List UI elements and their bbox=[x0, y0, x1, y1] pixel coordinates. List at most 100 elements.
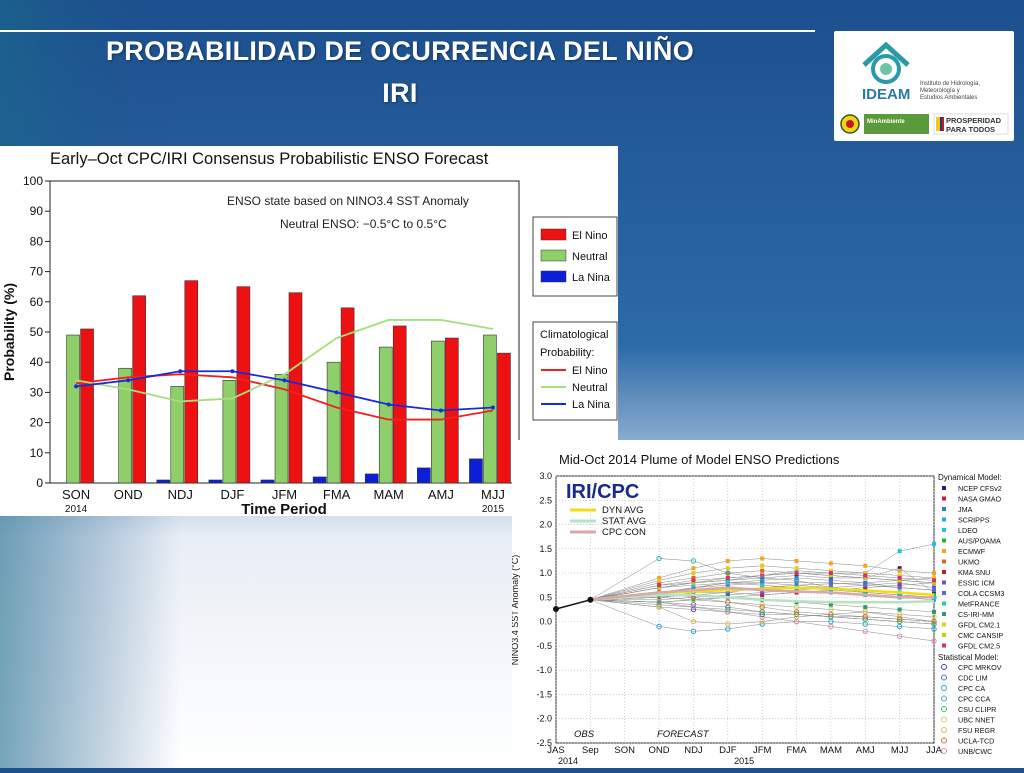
model-plume-chart: Mid-Oct 2014 Plume of Model ENSO Predict… bbox=[510, 440, 1024, 768]
chart1-x-tick-label: FMA bbox=[323, 487, 351, 502]
chart1-y-tick-label: 30 bbox=[30, 385, 44, 399]
model-line-gfdl-cm2-1 bbox=[590, 565, 935, 601]
chart1-x-tick-label: SON bbox=[62, 487, 90, 502]
model-point-unb-cwc bbox=[828, 623, 834, 630]
model-point-ecmwf bbox=[932, 571, 936, 576]
model-legend-marker-gfdl-cm2-1 bbox=[942, 622, 946, 627]
model-point-ncep-cfsv2 bbox=[932, 590, 936, 595]
model-point-cs-iri-mm bbox=[897, 607, 902, 612]
model-legend-label-ucla-tcd: UCLA-TCD bbox=[958, 737, 994, 746]
bar-la-nina-djf bbox=[208, 479, 223, 484]
model-legend-label-cpc-cca: CPC CCA bbox=[958, 695, 991, 704]
model-point-ukmo bbox=[691, 575, 696, 580]
chart2-year-2015: 2015 bbox=[734, 756, 754, 766]
model-point-ucla-tcd bbox=[896, 616, 903, 622]
model-point-ldeo bbox=[932, 541, 936, 546]
model-point-cpc-cca bbox=[759, 575, 765, 581]
model-point-ecmwf bbox=[760, 556, 765, 561]
model-line-cpc-ca bbox=[590, 599, 935, 632]
model-line-gfdl-cm2-5 bbox=[590, 572, 935, 601]
model-point-kma-snu bbox=[863, 585, 868, 590]
chart2-y-tick-label: 0.0 bbox=[539, 617, 552, 627]
model-legend-label-aus-poama: AUS/POAMA bbox=[958, 537, 1001, 546]
model-legend-marker-cpc-cca bbox=[941, 695, 947, 702]
bar-la-nina-jfm bbox=[260, 479, 275, 484]
chart1-y-tick-label: 100 bbox=[23, 174, 43, 188]
model-line-ubc-nnet bbox=[590, 597, 935, 618]
model-legend-label-ubc-nnet: UBC NNET bbox=[958, 716, 995, 725]
model-point-ecmwf bbox=[863, 563, 868, 568]
chart2-average-lines bbox=[590, 586, 935, 604]
org-subtitle-3: Estudios Ambientales bbox=[920, 95, 977, 101]
bar-neutral-mam bbox=[378, 346, 393, 484]
chart1-x-tick-label: OND bbox=[114, 487, 143, 502]
chart1-y-tick-label: 90 bbox=[30, 204, 44, 218]
model-legend-label-kma-snu: KMA SNU bbox=[958, 568, 990, 577]
model-point-cola-ccsm3 bbox=[725, 583, 730, 588]
model-point-aus-poama bbox=[794, 583, 799, 588]
org-name: IDEAM bbox=[862, 86, 910, 103]
bar-el-nino-ndj bbox=[184, 280, 199, 484]
bar-neutral-amj bbox=[431, 340, 445, 484]
model-point-gfdl-cm2-1 bbox=[863, 571, 868, 576]
bar-la-nina-mam bbox=[364, 473, 379, 484]
model-point-cs-iri-mm bbox=[932, 609, 936, 614]
forecast-label: FORECAST bbox=[657, 729, 710, 740]
model-point-ucla-tcd bbox=[862, 614, 868, 620]
model-legend-label-cdc-lim: CDC LIM bbox=[958, 674, 988, 683]
model-point-cola-ccsm3 bbox=[760, 580, 765, 585]
model-legend-marker-cmc-cansip bbox=[942, 633, 946, 637]
model-point-unb-cwc bbox=[896, 633, 903, 639]
model-point-unb-cwc bbox=[862, 628, 868, 635]
org-subtitle-1: Instituto de Hidrología, bbox=[920, 81, 980, 87]
model-point-ukmo bbox=[760, 568, 765, 573]
chart1-x-label: Time Period bbox=[241, 501, 327, 516]
chart2-y-tick-label: 1.0 bbox=[539, 568, 552, 578]
climatology-legend-label-el-nino: El Nino bbox=[572, 365, 607, 377]
bar-neutral-ndj bbox=[170, 386, 185, 484]
model-point-cmc-cansip bbox=[897, 578, 902, 583]
iri-cpc-watermark: IRI/CPC bbox=[566, 481, 639, 503]
average-legend-label-cpc-con: CPC CON bbox=[602, 527, 646, 538]
model-legend-label-ecmwf: ECMWF bbox=[958, 547, 986, 556]
model-line-ecmwf bbox=[590, 558, 935, 601]
model-point-unb-cwc bbox=[690, 604, 697, 610]
chart1-x-tick-label: MJJ bbox=[481, 487, 505, 502]
legend-swatch-la-nina bbox=[540, 270, 567, 283]
legend-label-el-nino: El Nino bbox=[572, 230, 607, 242]
chart1-y-tick-label: 60 bbox=[30, 295, 44, 309]
chart2-y-tick-label: -2.5 bbox=[536, 738, 552, 748]
model-point-gfdl-cm2-1 bbox=[794, 566, 799, 571]
chart2-y-tick-label: -2.0 bbox=[536, 714, 552, 724]
model-legend-label-csu-clipr: CSU CLIPR bbox=[958, 705, 996, 714]
model-point-gfdl-cm2-5 bbox=[691, 578, 696, 583]
model-legend-label-jma: JMA bbox=[958, 505, 973, 514]
model-point-ecmwf bbox=[657, 575, 662, 580]
model-legend-marker-gfdl-cm2-5 bbox=[942, 643, 946, 648]
prosperidad-badge bbox=[933, 113, 1009, 135]
bar-la-nina-mjj bbox=[469, 458, 483, 484]
chart1-x-axis: SON 2014 OND NDJ DJF JFM FMA MAM AMJ MJJ 2015 bbox=[62, 487, 505, 515]
climatology-point-la-nina bbox=[126, 378, 131, 383]
observed-point bbox=[587, 596, 594, 603]
model-point-essic-icm bbox=[794, 588, 799, 593]
model-legend-label-scripps: SCRIPPS bbox=[958, 516, 990, 525]
model-point-gfdl-cm2-5 bbox=[828, 571, 833, 576]
model-point-unb-cwc bbox=[656, 599, 662, 605]
model-point-ucla-tcd bbox=[793, 609, 800, 615]
chart1-y-tick-label: 0 bbox=[36, 476, 43, 490]
model-legend-marker-scripps bbox=[942, 517, 946, 522]
climatology-point-la-nina bbox=[230, 369, 235, 374]
legend-swatch-el-nino bbox=[540, 228, 567, 241]
chart2-y-axis: -2.5 -2.0 -1.5 -1.0 -0.5 0.0 0.5 1.0 1.5 2.0 2.5 3.… bbox=[536, 471, 552, 748]
model-point-cs-iri-mm bbox=[828, 602, 833, 607]
bar-neutral-jfm bbox=[274, 373, 289, 484]
model-line-cpc-cca bbox=[590, 558, 935, 601]
model-point-ncep-cfsv2 bbox=[828, 575, 833, 580]
model-point-scripps bbox=[725, 590, 730, 595]
model-point-metfrance bbox=[760, 583, 765, 588]
chart2-y-tick-label: 1.5 bbox=[539, 544, 552, 554]
bar-el-nino-ond bbox=[132, 295, 146, 484]
model-legend-label-fsu-regr: FSU REGR bbox=[958, 726, 995, 735]
